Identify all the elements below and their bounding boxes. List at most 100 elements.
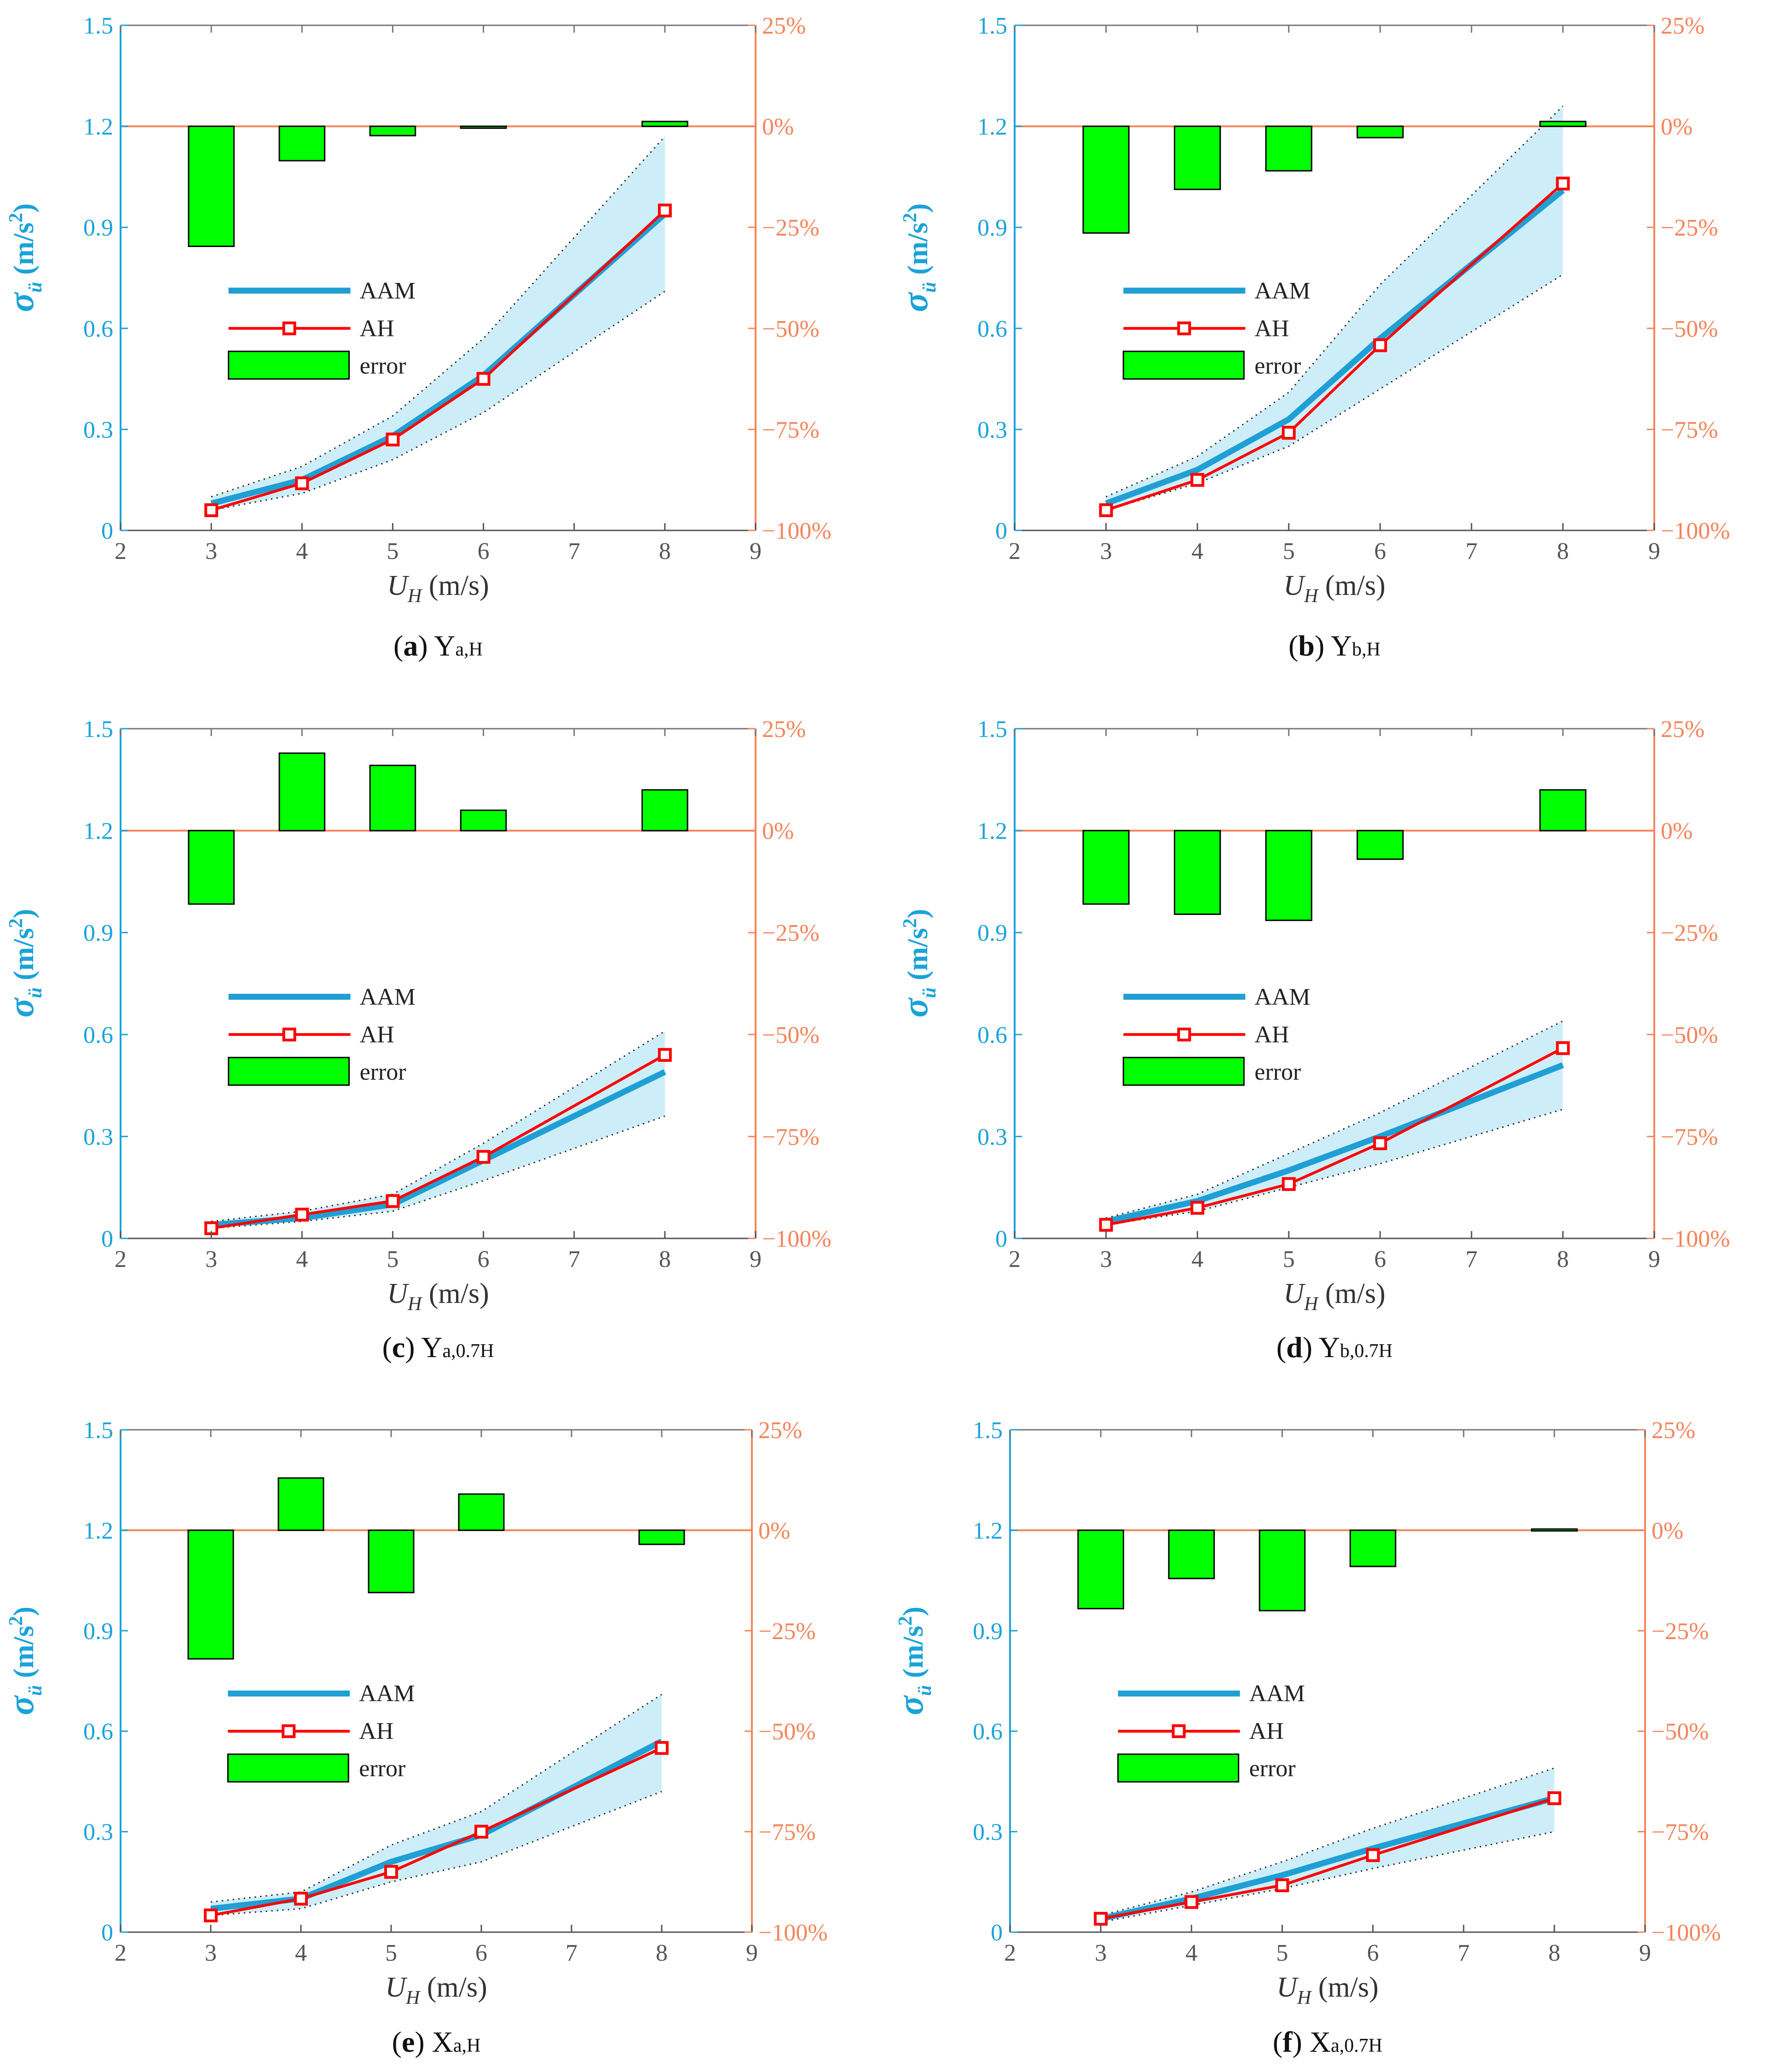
legend-aam-label: AAM xyxy=(1249,1681,1305,1707)
y2-tick-label: 25% xyxy=(762,716,806,742)
x-axis-label-sub: H xyxy=(407,1294,423,1315)
legend-ah-label: AH xyxy=(1254,316,1289,342)
x-tick-label: 9 xyxy=(1648,538,1660,564)
x-tick-label: 2 xyxy=(115,538,127,564)
caption-letter: d xyxy=(1286,1331,1303,1364)
legend-aam-label: AAM xyxy=(359,1681,415,1707)
y-axis-label-symbol: σ xyxy=(1,1695,41,1715)
y2-tick-label: −50% xyxy=(1661,316,1718,342)
caption-close-paren: ) xyxy=(415,2026,432,2058)
y-tick-label: 0 xyxy=(995,518,1007,544)
error-bar xyxy=(188,126,235,247)
y2-tick-label: 0% xyxy=(758,1518,790,1544)
y2-tick-label: −25% xyxy=(762,215,820,241)
x-axis-label-symbol: U xyxy=(387,1278,410,1309)
y2-tick-label: −100% xyxy=(1661,518,1730,544)
legend-ah-label: AH xyxy=(360,1022,394,1048)
x-tick-label: 4 xyxy=(1185,1940,1197,1966)
x-axis-label: UH (m/s) xyxy=(1283,1278,1386,1315)
series-ah-marker xyxy=(386,432,400,447)
y-axis-label-sup: 2 xyxy=(900,213,921,223)
y-tick-label: 1.5 xyxy=(977,13,1007,39)
caption-sub: b,0.7H xyxy=(1340,1341,1392,1362)
error-bar xyxy=(369,765,416,832)
error-bar xyxy=(458,1493,505,1531)
caption-main: Y xyxy=(434,629,455,662)
legend-error-label: error xyxy=(360,1059,406,1085)
y2-tick-label: −25% xyxy=(762,920,820,946)
y-tick-label: 1.2 xyxy=(977,818,1007,845)
caption-open-paren: ( xyxy=(1276,1331,1286,1364)
y2-tick-label: −25% xyxy=(1661,215,1718,241)
legend-error-swatch xyxy=(227,1753,349,1783)
series-ah-marker xyxy=(295,1208,309,1222)
series-ah-marker xyxy=(1373,1136,1387,1151)
y-tick-label: 0.9 xyxy=(977,920,1007,946)
x-tick-label: 9 xyxy=(1639,1940,1651,1966)
x-tick-label: 6 xyxy=(1374,538,1386,564)
y2-tick-label: −75% xyxy=(762,1124,820,1150)
caption-close-paren: ) xyxy=(1315,629,1331,662)
x-axis-label-unit: (m/s) xyxy=(1318,1278,1385,1309)
y2-tick-label: −75% xyxy=(762,417,820,443)
legend-ah-marker xyxy=(1177,321,1191,335)
series-ah-marker xyxy=(1282,1177,1296,1191)
x-tick-label: 8 xyxy=(659,538,671,564)
y-axis-label-sub: ü xyxy=(919,987,940,998)
y-axis-label: σü (m/s2) xyxy=(895,909,940,1018)
x-tick-label: 3 xyxy=(205,1246,217,1272)
y-axis-label-unit: (m/s xyxy=(8,1626,40,1685)
x-axis-label-unit: (m/s) xyxy=(1311,1972,1378,2003)
x-tick-label: 3 xyxy=(1100,538,1112,564)
series-ah-marker xyxy=(1373,338,1387,352)
legend-error-label: error xyxy=(360,353,406,379)
panel-caption: (b) Yb,H xyxy=(1288,629,1380,662)
error-bar xyxy=(1265,126,1312,172)
legend-error-swatch xyxy=(228,1057,350,1086)
caption-main: X xyxy=(432,2026,453,2058)
x-axis-label-symbol: U xyxy=(1276,1972,1299,2003)
panel-caption: (a) Ya,H xyxy=(393,629,483,662)
x-axis-label-unit: (m/s) xyxy=(422,570,489,601)
band-upper-line xyxy=(1106,1020,1564,1219)
error-bar xyxy=(1168,1529,1215,1579)
legend-error-swatch xyxy=(1122,351,1245,380)
y-axis-label-sub: ü xyxy=(914,1685,935,1696)
legend-error-label: error xyxy=(359,1755,405,1782)
series-ah-marker xyxy=(384,1865,398,1879)
error-bar xyxy=(1259,1529,1306,1612)
series-ah-marker xyxy=(294,1892,308,1906)
x-tick-label: 3 xyxy=(205,538,217,564)
series-ah-marker xyxy=(476,1150,491,1164)
y-axis-label-sub: ü xyxy=(919,282,940,293)
x-tick-label: 7 xyxy=(1466,538,1478,564)
y-tick-label: 0 xyxy=(995,1226,1007,1252)
legend-aam-label: AAM xyxy=(360,984,416,1010)
y2-tick-label: −100% xyxy=(762,1226,832,1252)
y-axis-label-symbol: σ xyxy=(1,292,41,312)
y2-tick-label: −75% xyxy=(758,1819,816,1846)
caption-main: Y xyxy=(1319,1331,1340,1364)
caption-letter: c xyxy=(392,1331,405,1364)
x-axis-label-sub: H xyxy=(1304,586,1319,607)
y-tick-label: 0.3 xyxy=(83,1819,113,1846)
y-axis-label-unit: (m/s xyxy=(902,223,934,282)
y-tick-label: 0.9 xyxy=(83,920,113,946)
caption-sub: b,H xyxy=(1352,639,1380,660)
y2-tick-label: −100% xyxy=(758,1920,828,1946)
legend-ah-marker xyxy=(1177,1027,1191,1042)
series-ah-marker xyxy=(1099,503,1113,518)
x-tick-label: 9 xyxy=(746,1940,758,1966)
x-tick-label: 9 xyxy=(750,1246,762,1272)
confidence-band xyxy=(1106,1021,1563,1225)
error-bar xyxy=(277,1477,324,1531)
x-tick-label: 3 xyxy=(205,1940,217,1966)
y-axis-label: σü (m/s2) xyxy=(895,203,940,312)
x-tick-label: 2 xyxy=(1009,538,1021,564)
x-axis-label-unit: (m/s) xyxy=(422,1278,489,1309)
x-axis-label-sub: H xyxy=(1297,1987,1312,2009)
y2-tick-label: −50% xyxy=(762,1022,820,1048)
y-axis-label-unit: (m/s xyxy=(8,223,40,282)
x-axis-label: UH (m/s) xyxy=(1276,1972,1379,2009)
error-bar xyxy=(641,789,688,832)
